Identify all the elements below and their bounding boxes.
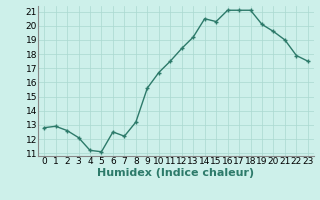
X-axis label: Humidex (Indice chaleur): Humidex (Indice chaleur) — [97, 168, 255, 178]
